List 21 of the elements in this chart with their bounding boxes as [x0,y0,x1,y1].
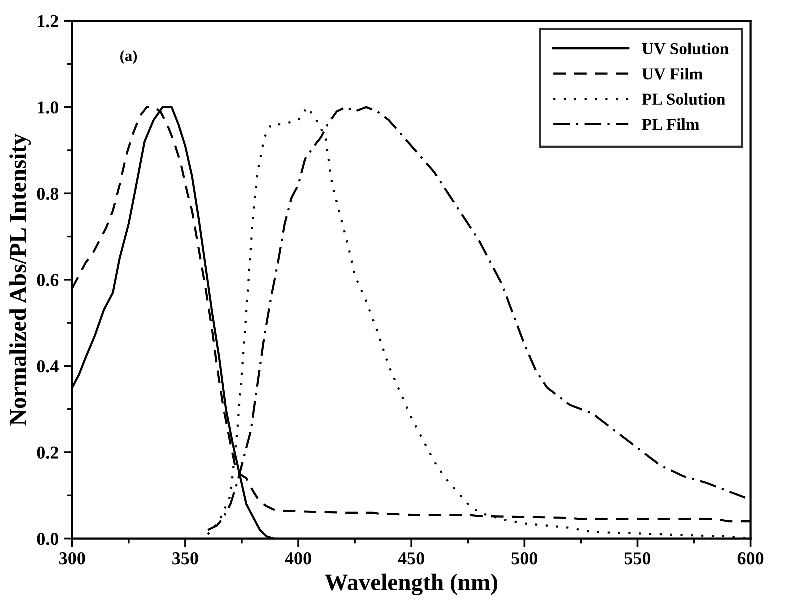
y-tick-label: 0.2 [37,446,58,460]
annotation: (a) [120,50,138,64]
y-tick-label: 0.8 [37,188,59,200]
legend-label: PL Solution [642,93,726,106]
y-tick-label: 1.2 [38,15,58,28]
legend-label: PL Film [642,118,700,130]
y-tick-label: 0.4 [37,360,59,373]
legend-label: UV Solution [642,42,729,55]
x-tick-label: 500 [512,552,538,565]
x-tick-label: 350 [172,552,198,565]
x-tick-label: 450 [398,552,424,565]
y-tick-label: 0.0 [37,533,59,546]
x-tick-label: 300 [60,552,86,565]
x-axis-title: Wavelength (nm) [325,574,498,596]
y-axis-title: Normalized Abs/PL Intensity [10,134,32,426]
x-tick-label: 400 [285,552,312,565]
legend-label: UV Film [642,68,703,80]
y-tick-label: 0.6 [37,274,59,286]
x-tick-label: 550 [624,552,651,565]
x-tick-label: 600 [738,552,764,565]
y-tick-label: 1.0 [38,102,59,114]
